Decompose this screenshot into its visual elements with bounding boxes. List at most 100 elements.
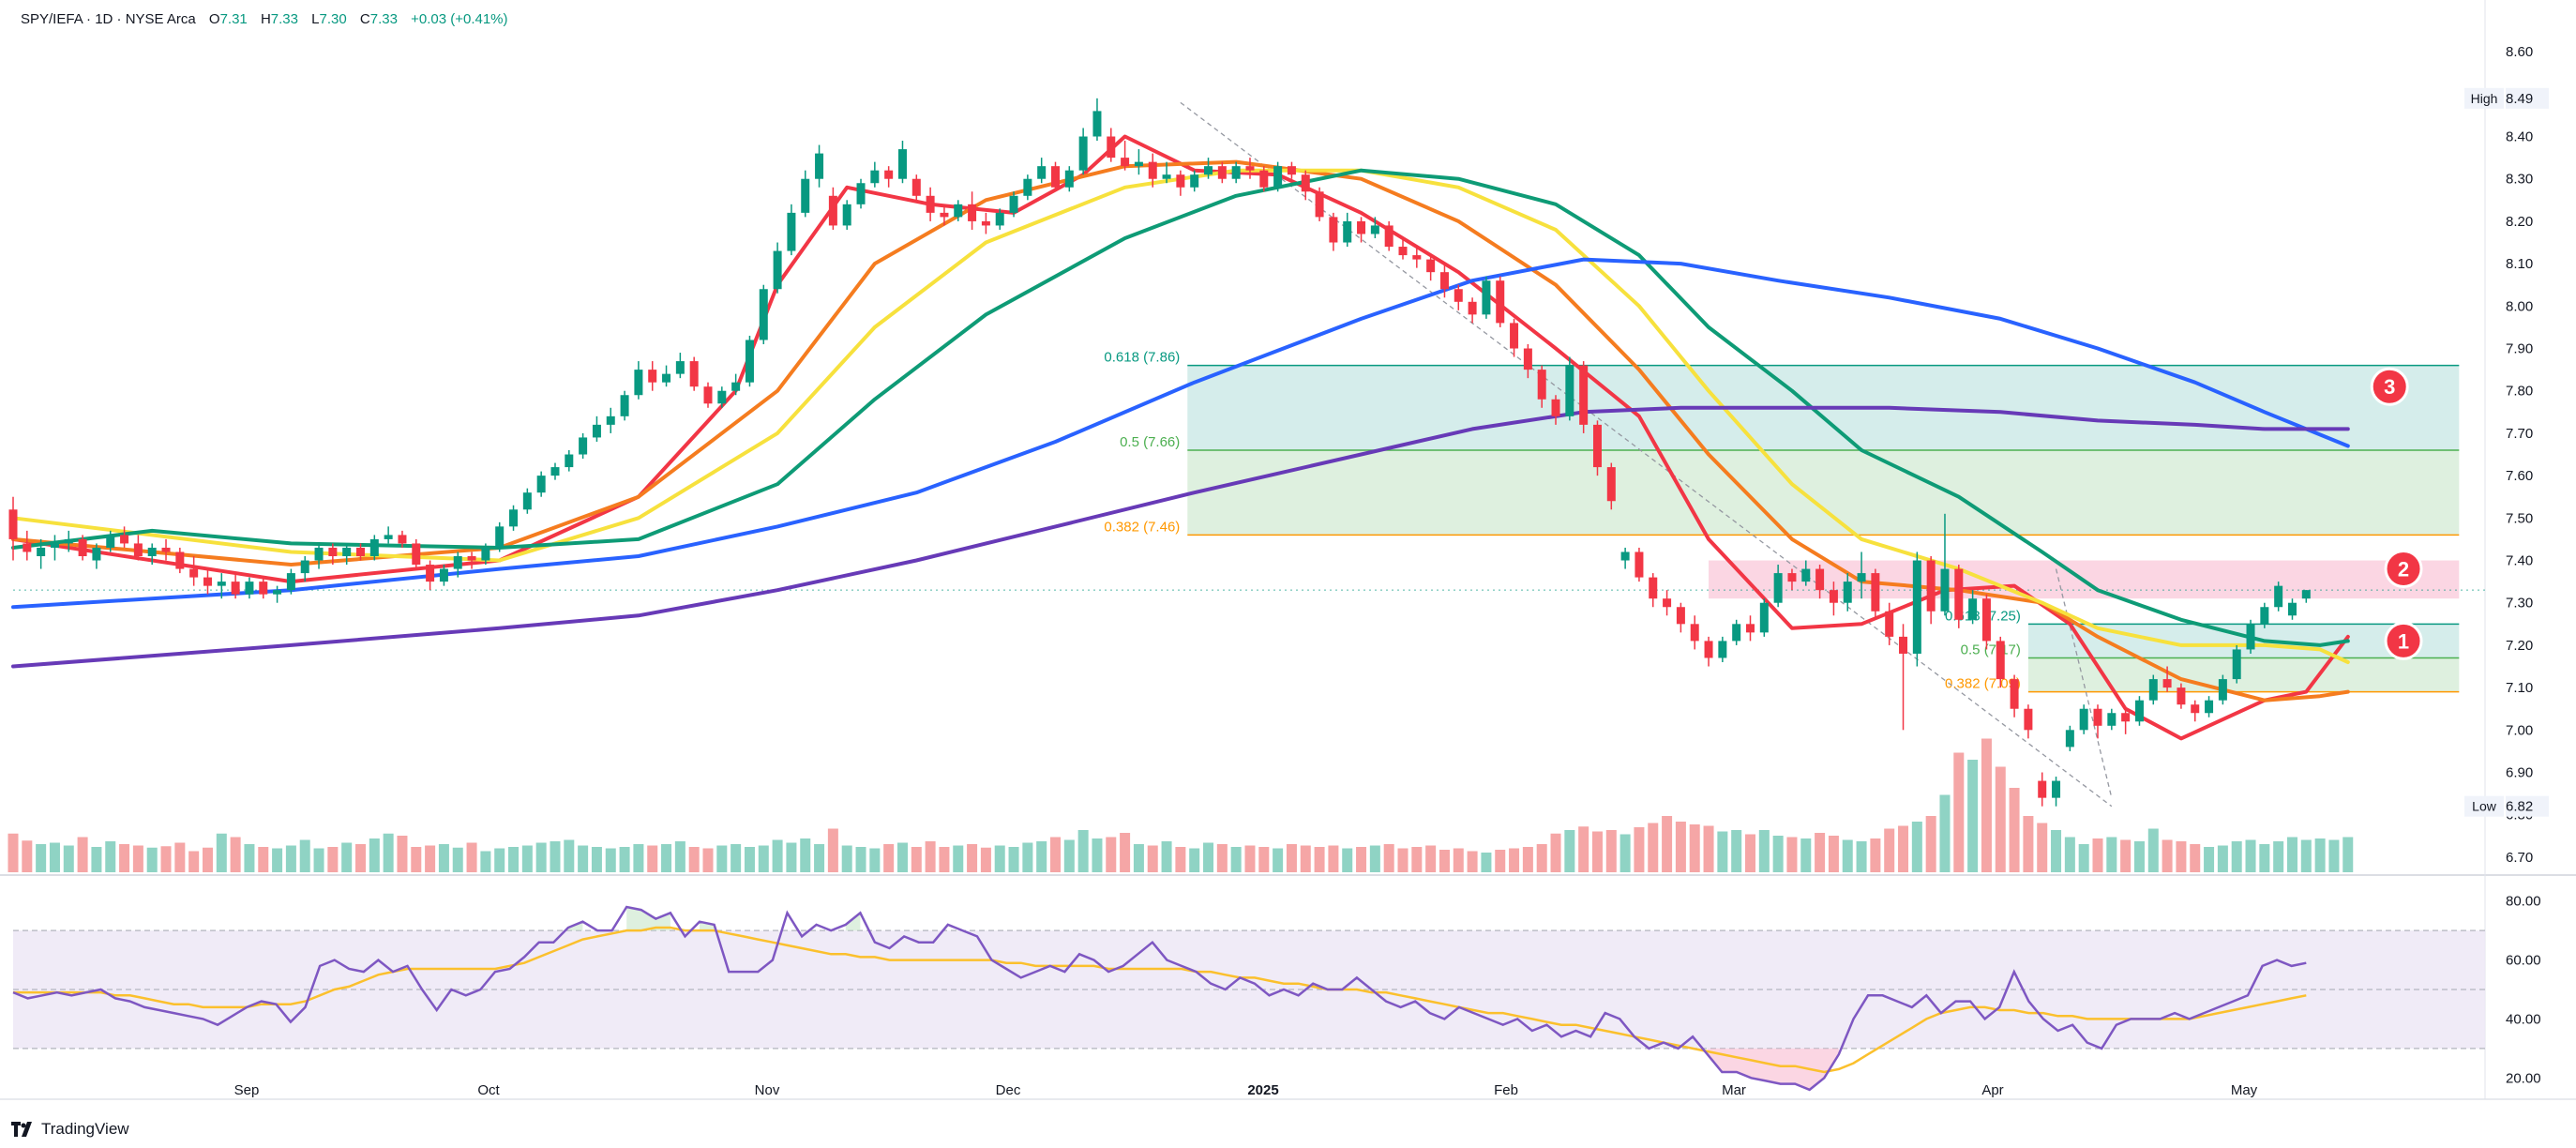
tradingview-watermark[interactable]: TradingView	[11, 1120, 129, 1139]
rsi-tick-label: 80.00	[2506, 894, 2541, 910]
candle	[689, 356, 699, 391]
candle	[2287, 598, 2297, 620]
marker-label: 1	[2398, 629, 2409, 653]
candle-body	[1676, 607, 1685, 625]
candle-body	[2065, 730, 2074, 748]
high-label: H	[260, 11, 271, 27]
candle	[1287, 161, 1296, 179]
candle	[92, 543, 101, 569]
volume-bar	[1189, 848, 1200, 872]
candle-body	[1370, 225, 1379, 234]
candle-body	[1134, 161, 1143, 167]
volume-bar	[855, 847, 866, 872]
candle	[189, 556, 199, 586]
volume-bar	[174, 842, 186, 872]
candle-body	[1412, 255, 1422, 260]
candle	[2162, 666, 2172, 692]
candle-body	[1885, 611, 1894, 637]
candle-body	[1245, 166, 1255, 171]
low-label: L	[311, 11, 320, 27]
candle-body	[2177, 687, 2186, 705]
time-tick-label: Apr	[1981, 1082, 2003, 1098]
volume-bar	[1939, 794, 1951, 872]
price-tick-label: 8.60	[2506, 44, 2533, 60]
candle-body	[2205, 700, 2214, 714]
candle	[1023, 174, 1032, 201]
volume-bar	[896, 842, 908, 872]
candle	[1592, 420, 1602, 476]
candle	[981, 212, 990, 234]
volume-bar	[1717, 831, 1728, 872]
volume-bar	[688, 847, 700, 872]
marker-circle	[2370, 367, 2409, 406]
candle	[1051, 161, 1060, 192]
candle	[384, 526, 393, 544]
price-tick-label: 7.80	[2506, 384, 2533, 400]
volume-bar	[550, 841, 561, 872]
candle-body	[1690, 624, 1699, 642]
volume-bar	[1828, 836, 1839, 872]
candle-body	[1190, 174, 1199, 188]
candle	[1384, 220, 1393, 251]
price-tick-label: 7.10	[2506, 680, 2533, 696]
candle-body	[565, 454, 574, 468]
volume-bar	[1605, 830, 1617, 872]
candle-body	[23, 543, 32, 552]
price-tick-label: 8.40	[2506, 129, 2533, 145]
volume-bar	[1800, 838, 1812, 872]
volume-bar	[2300, 839, 2312, 872]
candle-body	[1815, 568, 1825, 591]
candle	[1412, 247, 1422, 268]
candle-body	[954, 204, 963, 218]
candle	[439, 565, 448, 586]
volume-bar	[911, 847, 922, 872]
volume-bar	[564, 839, 575, 872]
volume-bar	[230, 837, 241, 872]
candle	[426, 560, 435, 591]
candle	[745, 335, 754, 387]
volume-bar	[1675, 822, 1686, 872]
moving-average-line	[11, 257, 2350, 610]
candle	[884, 166, 894, 188]
candle-body	[1023, 178, 1032, 196]
volume-bar	[397, 836, 408, 872]
candle	[2246, 619, 2255, 654]
volume-bar	[786, 842, 797, 872]
candle-body	[620, 395, 629, 416]
candle	[2191, 700, 2200, 722]
candle	[1439, 264, 1449, 298]
candle	[2218, 674, 2227, 705]
volume-bar	[953, 845, 964, 872]
volume-bar	[438, 844, 449, 872]
volume-bar	[2286, 837, 2297, 872]
volume-bar	[1230, 847, 1242, 872]
symbol-label[interactable]: SPY/IEFA · 1D · NYSE Arca	[21, 11, 196, 27]
candle-body	[2121, 713, 2131, 722]
volume-bar	[369, 838, 380, 872]
candle-body	[259, 582, 268, 595]
candle-body	[467, 556, 476, 561]
volume-bar	[1745, 834, 1755, 872]
volume-bar	[425, 845, 436, 872]
volume-bar	[2190, 844, 2201, 872]
candle	[1245, 158, 1255, 179]
candle	[717, 386, 727, 408]
volume-bar	[1884, 828, 1895, 872]
volume-bar	[1022, 842, 1033, 872]
price-tick-label: 7.30	[2506, 596, 2533, 612]
watermark-label: TradingView	[41, 1120, 129, 1138]
candle-body	[356, 547, 365, 556]
candle	[509, 505, 519, 531]
rsi-band	[13, 930, 2485, 1049]
candle	[1398, 238, 1408, 260]
volume-bar	[1328, 845, 1339, 872]
candle-body	[175, 551, 185, 569]
candle	[2010, 674, 2019, 718]
volume-bar	[2120, 839, 2132, 872]
volume-bar	[2314, 838, 2326, 872]
volume-bar	[1578, 826, 1589, 872]
candle	[731, 373, 741, 396]
volume-bar	[63, 845, 74, 872]
candle-body	[300, 560, 309, 574]
